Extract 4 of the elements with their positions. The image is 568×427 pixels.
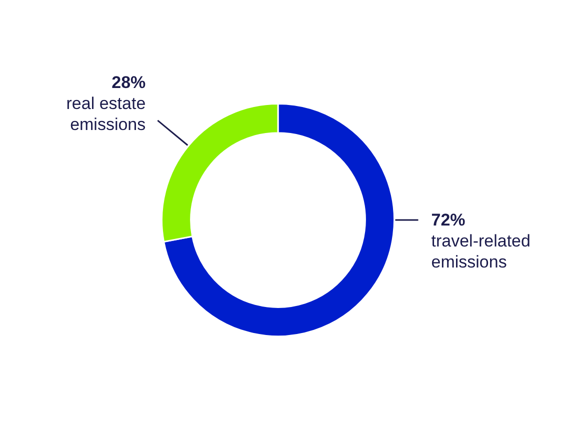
data-label: 72% [431, 210, 466, 230]
slice-label: real estate emissions [66, 94, 146, 134]
data-label: 28% [112, 73, 146, 92]
slice-label: travel-related emissions [431, 232, 530, 272]
